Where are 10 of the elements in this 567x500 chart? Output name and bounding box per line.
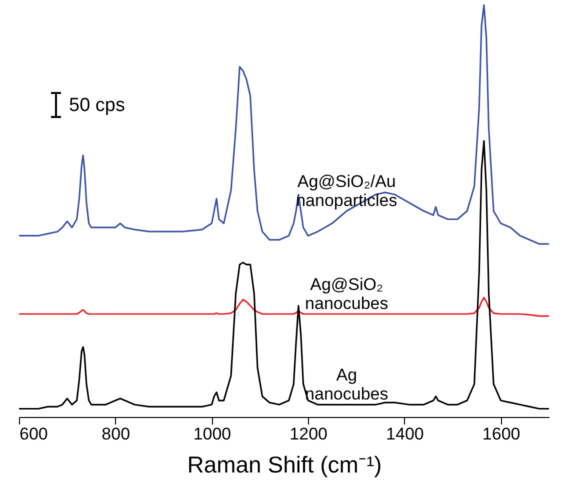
x-axis-title: Raman Shift (cm⁻¹)	[187, 452, 382, 478]
x-tick-label: 800	[102, 424, 130, 444]
series-label: Ag@SiO₂ nanocubes	[305, 275, 388, 313]
x-tick-label: 1400	[386, 424, 424, 444]
annotation: 50 cps	[69, 95, 125, 116]
x-tick-label: 1600	[482, 424, 520, 444]
x-tick-label: 1000	[193, 424, 232, 444]
x-tick-label: 1200	[290, 424, 328, 444]
series-label: Ag nanocubes	[305, 366, 388, 404]
x-tick-label: 600	[20, 424, 48, 444]
